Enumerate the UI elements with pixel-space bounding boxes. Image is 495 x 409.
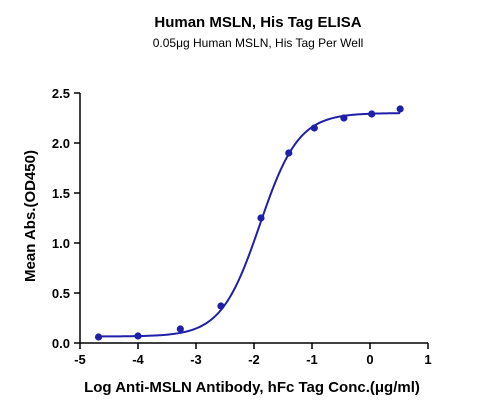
data-point xyxy=(368,110,376,118)
data-point xyxy=(176,325,184,333)
x-tick-label: -4 xyxy=(132,352,144,367)
tick-labels: -5 -4 -3 -2 -1 0 1 0.0 0.5 1.0 1.5 2.0 2.5 xyxy=(52,86,432,367)
y-tick-label: 0.0 xyxy=(52,336,70,351)
x-tick-label: -1 xyxy=(306,352,318,367)
data-point xyxy=(396,105,404,113)
x-tick-label: 0 xyxy=(366,352,373,367)
data-point xyxy=(217,302,225,310)
x-tick-label: 1 xyxy=(424,352,431,367)
data-point xyxy=(257,214,265,222)
y-tick-label: 1.5 xyxy=(52,186,70,201)
data-point xyxy=(340,114,348,122)
data-point xyxy=(310,124,318,132)
y-axis-label: Mean Abs.(OD450) xyxy=(22,150,39,282)
y-tick-label: 0.5 xyxy=(52,286,70,301)
data-point xyxy=(285,149,293,157)
y-tick-label: 1.0 xyxy=(52,236,70,251)
x-axis-label: Log Anti-MSLN Antibody, hFc Tag Conc.(μg… xyxy=(84,379,420,396)
data-points xyxy=(94,105,404,341)
fit-curve xyxy=(98,112,401,338)
y-tick-label: 2.0 xyxy=(52,136,70,151)
y-tick-label: 2.5 xyxy=(52,86,70,101)
data-point xyxy=(134,332,142,340)
chart-subtitle: 0.05μg Human MSLN, His Tag Per Well xyxy=(153,36,364,50)
x-tick-label: -5 xyxy=(74,352,86,367)
axes xyxy=(74,92,429,349)
data-point xyxy=(94,333,103,341)
x-tick-label: -3 xyxy=(190,352,202,367)
x-tick-label: -2 xyxy=(248,352,260,367)
chart-title: Human MSLN, His Tag ELISA xyxy=(154,14,361,31)
